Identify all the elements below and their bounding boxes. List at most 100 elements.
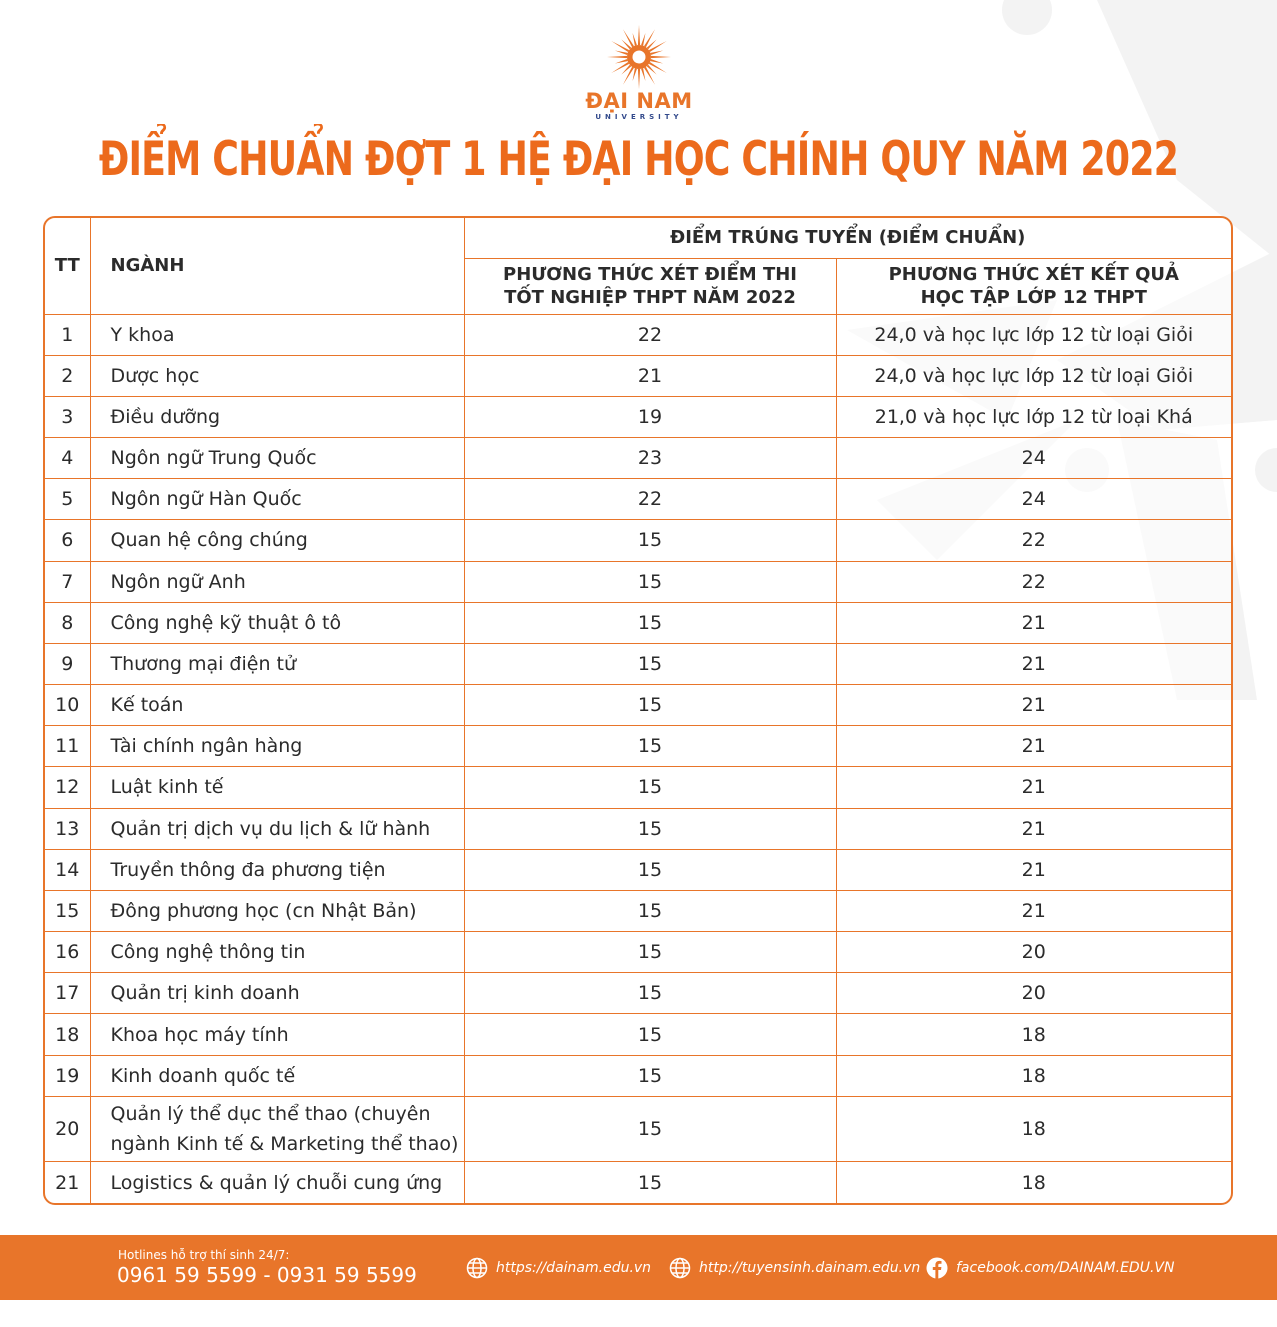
row-score-transcript: 21: [835, 642, 1231, 686]
globe-icon: [466, 1257, 488, 1279]
sun-logo-icon: [607, 25, 671, 89]
website-link[interactable]: https://dainam.edu.vn: [466, 1257, 651, 1279]
row-score-exam: 15: [463, 972, 837, 1015]
row-score-exam: 19: [463, 395, 837, 439]
row-major-name: Logistics & quản lý chuỗi cung ứng: [89, 1161, 465, 1203]
row-major-name: Khoa học máy tính: [89, 1013, 465, 1056]
website-link-text: https://dainam.edu.vn: [496, 1260, 652, 1276]
footer-bar: Hotlines hỗ trợ thí sinh 24/7: 0961 59 5…: [0, 1235, 1277, 1300]
row-score-exam: 15: [463, 725, 837, 768]
row-number: 9: [45, 642, 91, 686]
table-row: 15 Đông phương học (cn Nhật Bản) 15 21: [45, 889, 1231, 933]
row-major-name: Thương mại điện tử: [89, 642, 465, 686]
row-number: 2: [45, 354, 91, 397]
row-score-transcript: 18: [835, 1095, 1231, 1163]
row-major-name: Ngôn ngữ Anh: [89, 560, 465, 603]
row-major-name: Đông phương học (cn Nhật Bản): [89, 889, 465, 933]
hotline-numbers: 0961 59 5599 - 0931 59 5599: [117, 1263, 417, 1287]
row-number: 4: [45, 437, 91, 480]
admission-website-link[interactable]: http://tuyensinh.dainam.edu.vn: [669, 1257, 920, 1279]
row-score-exam: 15: [463, 1095, 837, 1163]
row-number: 11: [45, 725, 91, 768]
header-method-exam-line2: TỐT NGHIỆP THPT NĂM 2022: [504, 287, 796, 308]
table-row: 16 Công nghệ thông tin 15 20: [45, 931, 1231, 974]
row-number: 1: [45, 313, 91, 356]
row-number: 3: [45, 395, 91, 439]
table-row: 12 Luật kinh tế 15 21: [45, 766, 1231, 809]
table-row: 19 Kinh doanh quốc tế 15 18: [45, 1054, 1231, 1097]
row-number: 21: [45, 1161, 91, 1203]
row-major-name: Công nghệ kỹ thuật ô tô: [89, 601, 465, 644]
header-score-group: ĐIỂM TRÚNG TUYỂN (ĐIỂM CHUẨN): [463, 218, 1231, 259]
row-score-transcript: 21: [835, 889, 1231, 933]
row-score-exam: 15: [463, 601, 837, 644]
row-score-transcript: 20: [835, 931, 1231, 974]
row-score-exam: 15: [463, 1013, 837, 1056]
row-score-exam: 15: [463, 684, 837, 727]
facebook-link[interactable]: facebook.com/DAINAM.EDU.VN: [926, 1257, 1174, 1279]
row-score-transcript: 21: [835, 684, 1231, 727]
row-score-transcript: 24,0 và học lực lớp 12 từ loại Giỏi: [835, 313, 1231, 356]
row-major-name: Kinh doanh quốc tế: [89, 1054, 465, 1097]
row-score-exam: 15: [463, 931, 837, 974]
header-nganh: NGÀNH: [89, 218, 465, 315]
table-row: 20 Quản lý thể dục thể thao (chuyên ngành…: [45, 1095, 1231, 1163]
header-tt: TT: [45, 218, 91, 315]
table-row: 17 Quản trị kinh doanh 15 20: [45, 972, 1231, 1015]
row-number: 5: [45, 478, 91, 521]
row-number: 13: [45, 807, 91, 850]
row-score-exam: 21: [463, 354, 837, 397]
row-score-exam: 15: [463, 848, 837, 891]
row-score-transcript: 18: [835, 1054, 1231, 1097]
row-major-name: Điều dưỡng: [89, 395, 465, 439]
table-row: 11 Tài chính ngân hàng 15 21: [45, 725, 1231, 768]
row-score-transcript: 20: [835, 972, 1231, 1015]
row-score-transcript: 21: [835, 601, 1231, 644]
facebook-link-text: facebook.com/DAINAM.EDU.VN: [956, 1260, 1175, 1276]
logo-name: ĐẠI NAM: [585, 89, 693, 113]
row-number: 12: [45, 766, 91, 809]
row-major-name: Luật kinh tế: [89, 766, 465, 809]
table-row: 7 Ngôn ngữ Anh 15 22: [45, 560, 1231, 603]
globe-icon: [669, 1257, 691, 1279]
row-score-transcript: 21: [835, 725, 1231, 768]
row-score-transcript: 22: [835, 560, 1231, 603]
row-major-name: Truyền thông đa phương tiện: [89, 848, 465, 891]
row-score-exam: 22: [463, 313, 837, 356]
row-score-transcript: 21: [835, 848, 1231, 891]
row-major-name: Ngôn ngữ Trung Quốc: [89, 437, 465, 480]
row-score-exam: 15: [463, 889, 837, 933]
row-score-transcript: 21: [835, 766, 1231, 809]
table-row: 6 Quan hệ công chúng 15 22: [45, 519, 1231, 562]
row-major-name: Quan hệ công chúng: [89, 519, 465, 562]
row-score-exam: 15: [463, 1161, 837, 1203]
row-major-name: Quản trị kinh doanh: [89, 972, 465, 1015]
score-table-container: TT NGÀNH ĐIỂM TRÚNG TUYỂN (ĐIỂM CHUẨN) P…: [43, 216, 1233, 1205]
header-method-exam-line1: PHƯƠNG THỨC XÉT ĐIỂM THI: [503, 264, 797, 285]
table-row: 2 Dược học 21 24,0 và học lực lớp 12 từ loạ…: [45, 354, 1231, 397]
row-score-transcript: 22: [835, 519, 1231, 562]
row-number: 6: [45, 519, 91, 562]
table-row: 5 Ngôn ngữ Hàn Quốc 22 24: [45, 478, 1231, 521]
row-number: 17: [45, 972, 91, 1015]
table-row: 21 Logistics & quản lý chuỗi cung ứng 15 18: [45, 1161, 1231, 1203]
admission-website-link-text: http://tuyensinh.dainam.edu.vn: [699, 1260, 921, 1276]
header-method-transcript: PHƯƠNG THỨC XÉT KẾT QUẢ HỌC TẬP LỚP 12 T…: [835, 257, 1231, 315]
table-row: 18 Khoa học máy tính 15 18: [45, 1013, 1231, 1056]
row-score-transcript: 24,0 và học lực lớp 12 từ loại Giỏi: [835, 354, 1231, 397]
table-row: 10 Kế toán 15 21: [45, 684, 1231, 727]
row-score-transcript: 18: [835, 1161, 1231, 1203]
header-method-transcript-line2: HỌC TẬP LỚP 12 THPT: [920, 287, 1147, 308]
row-score-exam: 15: [463, 560, 837, 603]
row-score-exam: 15: [463, 519, 837, 562]
header-method-transcript-line1: PHƯƠNG THỨC XÉT KẾT QUẢ: [888, 264, 1179, 285]
logo-subtitle: UNIVERSITY: [595, 113, 683, 121]
facebook-icon: [926, 1257, 948, 1279]
row-number: 15: [45, 889, 91, 933]
header-method-exam: PHƯƠNG THỨC XÉT ĐIỂM THI TỐT NGHIỆP THPT…: [464, 257, 837, 315]
hotline-label: Hotlines hỗ trợ thí sinh 24/7:: [118, 1248, 290, 1262]
row-major-name: Quản lý thể dục thể thao (chuyên ngành K…: [89, 1095, 465, 1163]
score-table: TT NGÀNH ĐIỂM TRÚNG TUYỂN (ĐIỂM CHUẨN) P…: [45, 218, 1231, 1203]
row-score-transcript: 18: [835, 1013, 1231, 1056]
